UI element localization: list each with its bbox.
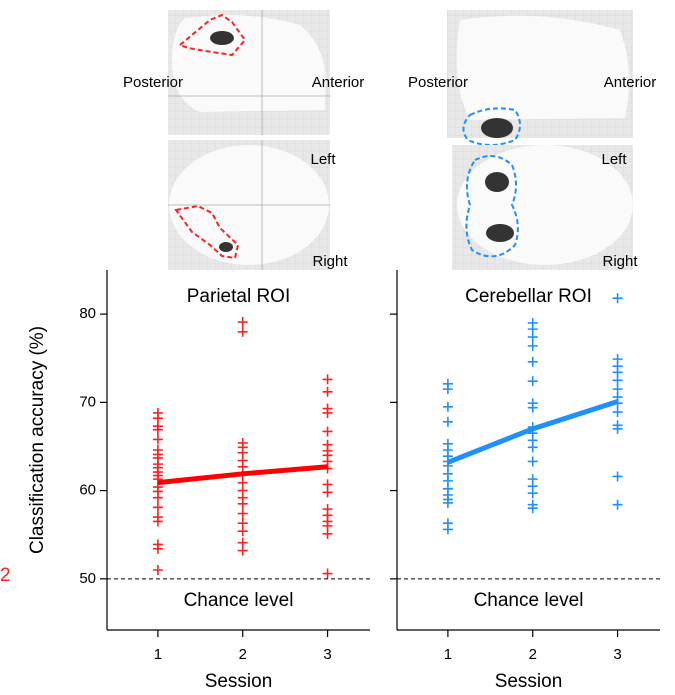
data-point (613, 407, 623, 417)
x-axis-label: Session (205, 671, 273, 692)
data-point (323, 529, 333, 539)
chance-label: Chance level (184, 590, 294, 611)
brain-label: Anterior (604, 74, 657, 91)
data-point (528, 357, 538, 367)
data-point (443, 417, 453, 427)
data-point (153, 544, 163, 554)
brain-label: Right (602, 253, 638, 270)
data-point (153, 502, 163, 512)
y-tick-label: 60 (79, 482, 96, 499)
data-point (443, 402, 453, 412)
y-tick-label: 50 (79, 570, 96, 587)
data-point (323, 569, 333, 579)
data-point (613, 293, 623, 303)
data-point (528, 403, 538, 413)
data-point (323, 374, 333, 384)
y-tick-label: 80 (79, 305, 96, 322)
x-tick-label: 2 (529, 646, 537, 663)
data-point (153, 434, 163, 444)
data-point (153, 493, 163, 503)
brain-label: Posterior (408, 74, 468, 91)
data-point (443, 384, 453, 394)
brain-label: Anterior (312, 74, 365, 91)
y-axis-label: Classification accuracy (%) (27, 326, 48, 554)
chance-label: Chance level (474, 590, 584, 611)
data-point (238, 499, 248, 509)
data-point (153, 565, 163, 575)
data-point (238, 526, 248, 536)
brain-images-left (168, 10, 330, 270)
y-tick-label: 70 (79, 393, 96, 410)
data-point (238, 327, 248, 337)
data-point (613, 500, 623, 510)
data-point (443, 524, 453, 534)
brain-label: Left (310, 151, 336, 168)
x-axis-label: Session (495, 671, 563, 692)
chart-title: Cerebellar ROI (465, 286, 592, 307)
data-point (528, 341, 538, 351)
data-point (528, 376, 538, 386)
brain-label: Left (601, 151, 627, 168)
data-point (153, 516, 163, 526)
x-tick-label: 2 (239, 646, 247, 663)
data-point (323, 387, 333, 397)
data-point (528, 488, 538, 498)
x-tick-label: 1 (154, 646, 162, 663)
brain-images-right (447, 10, 633, 270)
data-point (323, 426, 333, 436)
side-mark: 2 (0, 565, 11, 586)
data-point (238, 317, 248, 327)
data-point (323, 408, 333, 418)
brain-label: Right (312, 253, 348, 270)
data-point (238, 509, 248, 519)
data-point (613, 471, 623, 481)
brain-label: Posterior (123, 74, 183, 91)
data-point (323, 487, 333, 497)
chart-title: Parietal ROI (187, 286, 290, 307)
data-point (528, 456, 538, 466)
x-tick-label: 1 (444, 646, 452, 663)
data-point (528, 332, 538, 342)
x-tick-label: 3 (323, 646, 331, 663)
figure: Posterior Anterior Left Right Posterior … (0, 0, 675, 695)
data-point (613, 375, 623, 385)
x-tick-label: 3 (613, 646, 621, 663)
data-point (238, 546, 248, 556)
data-point (528, 442, 538, 452)
